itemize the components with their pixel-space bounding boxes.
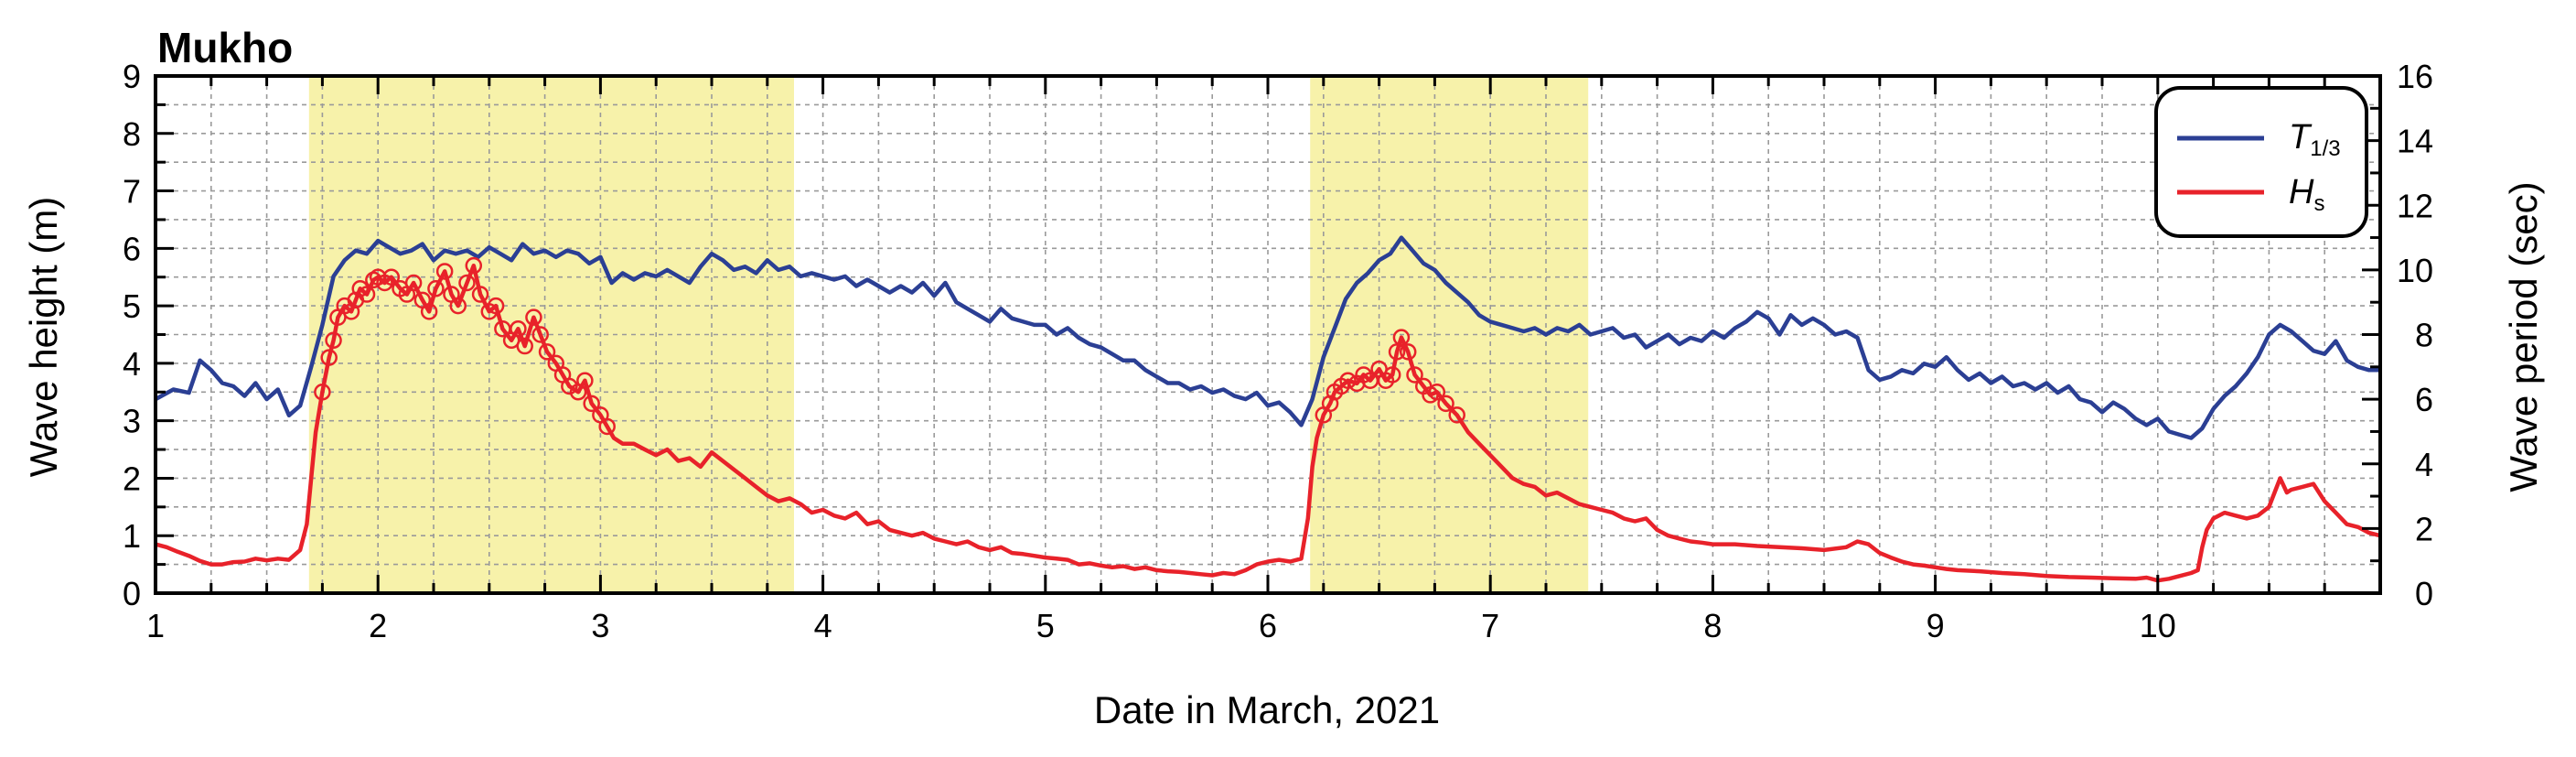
hs-point-marker <box>404 274 423 292</box>
hs-point-marker <box>510 319 527 338</box>
hs-point-marker <box>531 326 549 343</box>
series-lines <box>154 235 2381 583</box>
y-tick-label-right: 6 <box>2415 381 2433 418</box>
hs-point-marker <box>358 286 376 303</box>
hs-point-marker <box>1406 366 1423 384</box>
hs-point-marker <box>420 303 438 320</box>
x-tick-label: 3 <box>591 607 609 644</box>
hs-point-marker <box>538 343 556 361</box>
y-tick-label-right: 12 <box>2397 187 2433 224</box>
hs-point-marker <box>1437 395 1454 413</box>
y-tick-label-left: 7 <box>123 173 141 211</box>
hs-point-marker <box>525 308 542 326</box>
y-tick-label-right: 4 <box>2415 446 2433 483</box>
x-axis-label: Date in March, 2021 <box>1094 688 1440 731</box>
y-tick-label-right: 0 <box>2415 575 2433 612</box>
hs-point-marker <box>465 256 483 275</box>
series-line-hs <box>155 263 2381 583</box>
legend-label-hs: Hs <box>2289 173 2324 216</box>
hs-point-marker <box>427 280 445 297</box>
grid <box>156 76 2380 593</box>
shaded-periods <box>308 76 1589 593</box>
x-tick-label: 2 <box>369 607 387 644</box>
y-tick-label-left: 8 <box>123 115 141 153</box>
y-tick-label-left: 1 <box>123 517 141 555</box>
hs-point-marker <box>576 372 594 389</box>
y-tick-label-left: 6 <box>123 230 141 267</box>
hs-point-marker <box>382 268 401 286</box>
hs-point-marker <box>1339 372 1357 389</box>
series-line-t13 <box>154 235 2380 440</box>
x-tick-label: 7 <box>1481 607 1499 644</box>
x-tick-label: 8 <box>1703 607 1722 644</box>
hs-point-marker <box>1383 366 1401 384</box>
hs-point-marker <box>320 349 338 366</box>
y-axis-label-right: Wave period (sec) <box>2502 181 2545 492</box>
hs-point-marker <box>449 297 467 315</box>
legend-label-t13: T1/3 <box>2289 118 2341 161</box>
chart-title: Mukho <box>157 24 293 71</box>
hs-point-marker <box>561 377 578 395</box>
y-tick-label-right: 16 <box>2397 58 2433 95</box>
hs-point-marker <box>583 395 600 413</box>
hs-point-marker <box>1392 329 1411 346</box>
y-tick-label-right: 2 <box>2415 510 2433 547</box>
x-tick-label: 9 <box>1927 607 1945 644</box>
hs-point-marker <box>1428 384 1446 401</box>
x-tick-label: 5 <box>1036 607 1055 644</box>
x-tick-label: 1 <box>146 607 165 644</box>
y-tick-label-left: 2 <box>123 460 141 497</box>
legend: T1/3 Hs <box>2154 86 2368 238</box>
y-tick-label-left: 5 <box>123 287 141 325</box>
hs-point-marker <box>314 384 331 401</box>
y-tick-label-right: 10 <box>2397 252 2433 289</box>
hs-point-marker <box>487 297 505 315</box>
hs-point-marker <box>435 263 454 280</box>
y-tick-label-left: 9 <box>123 58 141 95</box>
y-tick-label-right: 14 <box>2397 123 2433 160</box>
x-tick-label: 6 <box>1259 607 1277 644</box>
x-tick-label: 4 <box>814 607 832 644</box>
y-tick-label-left: 0 <box>123 575 141 612</box>
legend-box <box>2154 86 2368 238</box>
hs-point-marker <box>516 337 533 355</box>
hs-point-marker <box>471 286 489 303</box>
y-tick-label-left: 3 <box>123 403 141 440</box>
hs-point-marker <box>1399 343 1417 361</box>
y-tick-label-right: 8 <box>2415 317 2433 354</box>
hs-point-marker <box>598 417 616 436</box>
hs-point-marker <box>1448 406 1465 424</box>
y-tick-label-left: 4 <box>123 345 141 383</box>
x-tick-label: 10 <box>2140 607 2176 644</box>
y-axis-label-left: Wave height (m) <box>22 197 65 478</box>
hs-point-marker <box>458 274 476 292</box>
hs-point-marker <box>1321 395 1339 413</box>
hs-point-marker <box>325 331 342 350</box>
hs-point-marker <box>342 303 360 320</box>
